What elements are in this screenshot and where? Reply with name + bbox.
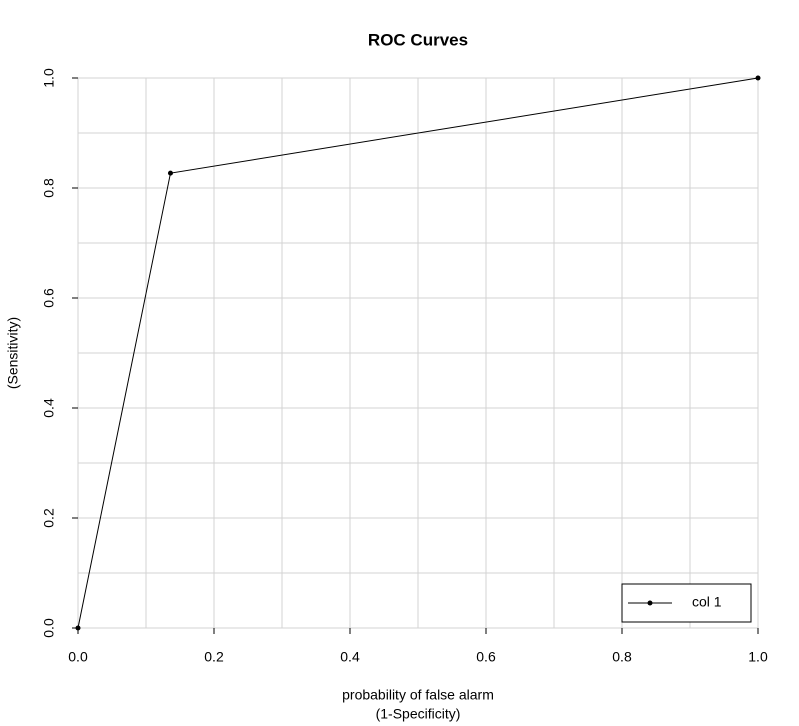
data-point bbox=[75, 625, 81, 631]
y-tick-label: 1.0 bbox=[41, 68, 57, 88]
x-tick-label: 1.0 bbox=[748, 649, 768, 665]
y-tick-label: 0.6 bbox=[41, 288, 57, 308]
y-tick-label: 0.4 bbox=[41, 398, 57, 418]
x-tick-label: 0.6 bbox=[476, 649, 496, 665]
x-axis-label: (1-Specificity) bbox=[376, 706, 461, 722]
y-axis-label: (Sensitivity) bbox=[5, 317, 21, 389]
data-point bbox=[167, 170, 173, 176]
y-tick-label: 0.2 bbox=[41, 508, 57, 528]
x-tick-label: 0.2 bbox=[204, 649, 224, 665]
data-point bbox=[755, 75, 761, 81]
y-tick-label: 0.8 bbox=[41, 178, 57, 198]
x-tick-label: 0.0 bbox=[68, 649, 88, 665]
y-tick-label: 0.0 bbox=[41, 618, 57, 638]
x-tick-label: 0.4 bbox=[340, 649, 360, 665]
x-axis-label: probability of false alarm bbox=[342, 687, 494, 703]
x-tick-label: 0.8 bbox=[612, 649, 632, 665]
chart-title: ROC Curves bbox=[368, 30, 468, 49]
legend-marker bbox=[647, 600, 653, 606]
legend-label: col 1 bbox=[692, 594, 722, 610]
